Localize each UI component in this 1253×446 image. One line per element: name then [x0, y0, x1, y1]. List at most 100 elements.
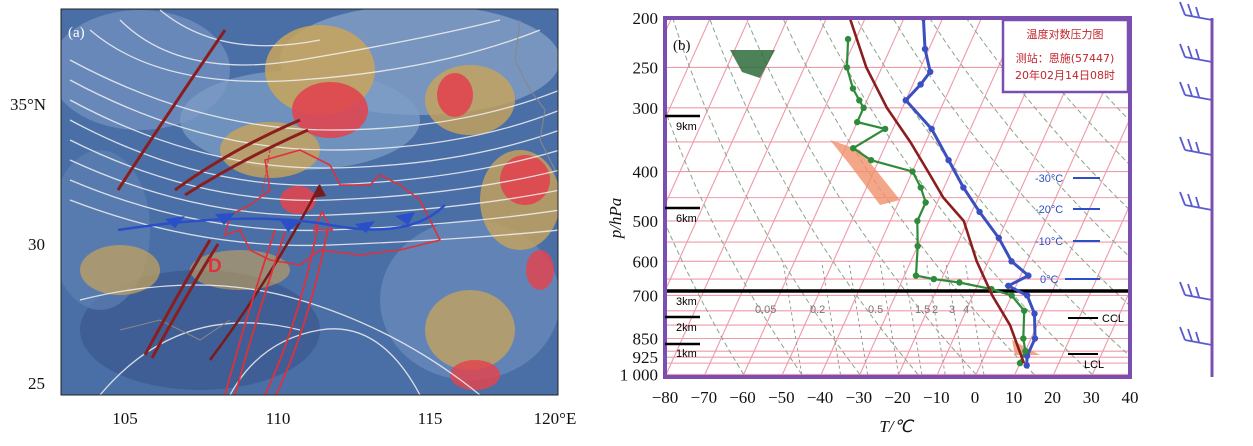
series-1-point-7 — [850, 144, 857, 152]
mixing-line-4 — [902, 261, 923, 375]
temp-tick-5: −30 — [846, 388, 873, 407]
mr-label-4: 2 — [932, 304, 938, 316]
series-0-point-17 — [1023, 362, 1030, 369]
streamlines — [69, 9, 558, 395]
wind-barb-4 — [1179, 191, 1213, 211]
series-0-point-11 — [1025, 272, 1032, 279]
series-1-point-1 — [843, 64, 851, 71]
series-0-point-12 — [1005, 282, 1012, 289]
mixing-ratio-label-group: 0.05 0.2 0.5 1.5 2 3 4 — [755, 304, 969, 316]
low-level-jet-arrows — [224, 224, 329, 395]
panel-a: (a) D 35°N 30 25 105 110 115 120°E — [10, 8, 577, 428]
pressure-tick-1: 250 — [633, 58, 659, 77]
mr-label-1: 0.2 — [810, 304, 825, 316]
adiabat-line-3 — [708, 18, 919, 375]
series-0-point-7 — [960, 184, 967, 191]
y-axis-label: p/hPa — [606, 198, 625, 240]
series-0-point-3 — [917, 81, 924, 88]
lat-label-30: 30 — [28, 235, 45, 254]
series-1-point-11 — [922, 199, 929, 206]
isotherm-line-5 — [665, 18, 711, 121]
cold-front — [117, 204, 446, 232]
adiabat-line-4 — [745, 18, 977, 375]
adiabat-line-7 — [855, 18, 1130, 357]
isotherm-line-11 — [781, 18, 944, 375]
lon-label-110: 110 — [266, 409, 291, 428]
low-pressure-marker: D — [208, 256, 222, 277]
wind-barb-6 — [1179, 326, 1213, 346]
series-1-point-21 — [1022, 347, 1029, 355]
temp-tick-8: 0 — [971, 388, 980, 407]
lon-label-105: 105 — [112, 409, 138, 428]
isotherm-line-13 — [859, 18, 1021, 375]
series-1-point-8 — [867, 156, 875, 164]
wind-barb-3 — [1179, 136, 1213, 156]
mr-label-0: 0.05 — [755, 304, 776, 316]
region-boundary — [223, 149, 442, 266]
mixing-line-5 — [925, 261, 946, 375]
series-0-point-5 — [928, 125, 935, 133]
cin-area — [730, 50, 775, 78]
mixing-line-6 — [945, 261, 965, 375]
panel-b: 温度对数压力图 测站：恩施(57447) 20年02月14日08时 (b) 9k… — [606, 1, 1253, 436]
series-1-point-18 — [1008, 292, 1015, 299]
mixing-line-2 — [848, 261, 869, 375]
series-1-point-19 — [1020, 307, 1028, 314]
isotherm-label-0: 0°C — [1040, 274, 1059, 286]
series-1-point-4 — [860, 104, 867, 112]
legend-box: 温度对数压力图 测站：恩施(57447) 20年02月14日08时 — [1001, 18, 1130, 94]
series-0-point-16 — [1023, 352, 1031, 360]
wind-barb-5 — [1179, 281, 1213, 301]
mr-label-3: 1.5 — [915, 304, 930, 316]
lon-label-120: 120°E — [534, 409, 577, 428]
series-1-point-6 — [881, 125, 889, 133]
adiabat-line-0 — [665, 221, 745, 375]
isotherm-line-6 — [665, 18, 750, 207]
series-1-point-0 — [844, 35, 852, 43]
adiabat-line-8 — [892, 18, 1130, 307]
height-markers: 9km 6km 3km 2km 1km — [665, 114, 700, 360]
height-6km: 6km — [676, 213, 697, 225]
wind-barb-profile — [1179, 1, 1214, 377]
pressure-tick-0: 200 — [633, 9, 659, 28]
isotherm-line-19 — [1091, 289, 1130, 375]
adiabat-line-10 — [965, 18, 1130, 212]
series-1-point-2 — [849, 85, 857, 92]
series-line-2 — [848, 18, 1026, 364]
legend-title: 温度对数压力图 — [1027, 27, 1104, 41]
series-1-point-5 — [854, 118, 861, 126]
temp-tick-9: 10 — [1005, 388, 1022, 407]
height-9km: 9km — [676, 121, 697, 133]
x-axis-label: T/℃ — [879, 417, 914, 436]
pressure-tick-4: 500 — [633, 212, 659, 231]
series-1-point-22 — [1016, 359, 1024, 367]
adiabat-line-2 — [672, 18, 861, 375]
trough-lines — [116, 29, 309, 359]
adiabat-line-9 — [929, 18, 1130, 258]
panel-b-label: (b) — [673, 38, 691, 54]
mr-label-5: 3 — [949, 304, 955, 316]
panel-a-label: (a) — [68, 25, 85, 41]
pressure-tick-2: 300 — [633, 99, 659, 118]
isotherm-label-group: -30°C -20°C -10°C 0°C — [1035, 173, 1100, 286]
level-ccl: CCL — [1102, 313, 1124, 325]
isotherm-label-m20: -20°C — [1035, 204, 1063, 216]
series-0-point-10 — [1008, 258, 1015, 265]
mr-label-6: 4 — [963, 304, 969, 316]
temp-tick-2: −60 — [729, 388, 756, 407]
series-1-point-20 — [1020, 335, 1027, 342]
isotherm-line-18 — [1053, 203, 1130, 375]
pressure-tick-6: 700 — [633, 287, 659, 306]
series-1-point-12 — [914, 217, 921, 225]
temp-tick-10: 20 — [1044, 388, 1061, 407]
series-0-point-1 — [921, 45, 929, 53]
isotherm-line-20 — [1131, 18, 1253, 374]
temperature-tick-labels: −80 −70 −60 −50 −40 −30 −20 −10 0 10 20 30 40 — [652, 388, 1139, 407]
temp-tick-6: −20 — [884, 388, 911, 407]
isotherm-line-10 — [743, 18, 905, 375]
isotherm-line-17 — [1014, 117, 1130, 375]
skewt-frame — [663, 16, 1132, 379]
temp-tick-7: −10 — [923, 388, 950, 407]
adiabat-line-5 — [782, 18, 1035, 375]
